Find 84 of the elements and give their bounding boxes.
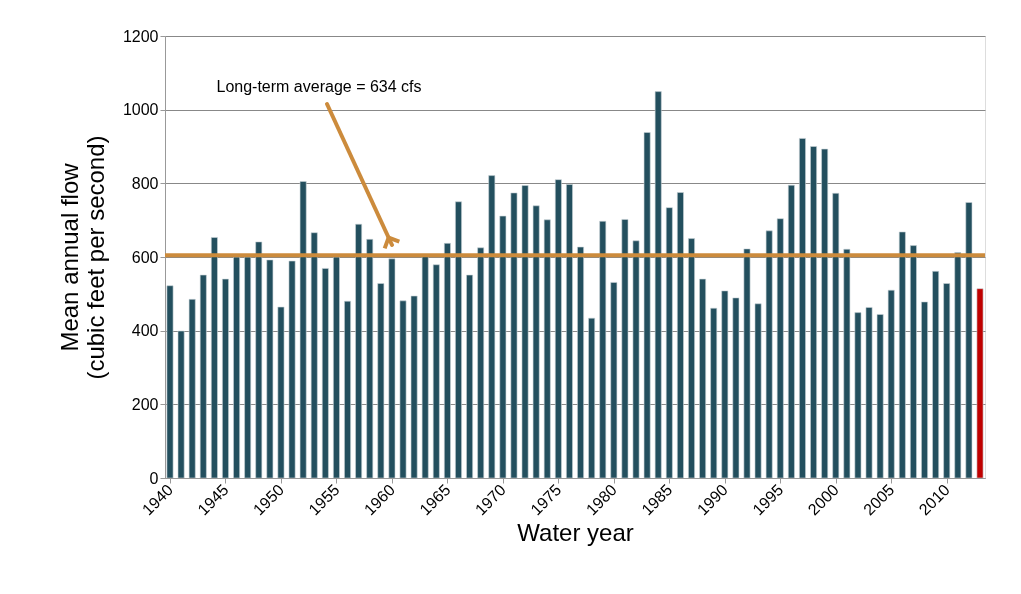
bar	[432, 264, 440, 478]
bar	[932, 271, 940, 478]
bar	[710, 307, 718, 478]
bar	[255, 241, 263, 478]
bar	[277, 306, 285, 478]
bar	[377, 283, 385, 478]
bar	[233, 256, 240, 478]
y-tick-label: 1200	[122, 27, 159, 45]
bar	[399, 300, 407, 478]
bar	[632, 240, 640, 478]
bar	[521, 185, 529, 478]
bar	[954, 252, 962, 478]
bar	[621, 219, 629, 478]
bar	[344, 300, 351, 478]
bar	[199, 274, 207, 478]
bar	[754, 303, 762, 478]
bar	[333, 256, 340, 478]
bar	[177, 330, 185, 478]
y-tick-label: 400	[131, 322, 159, 340]
bar	[388, 258, 396, 478]
bar	[821, 148, 829, 478]
bar	[166, 285, 174, 478]
bar	[554, 179, 562, 478]
bar	[910, 245, 917, 478]
bar	[488, 175, 496, 478]
bar	[510, 192, 518, 478]
y-tick-label: 600	[131, 248, 159, 266]
bar	[854, 312, 862, 478]
bar	[577, 246, 584, 478]
bar	[876, 314, 884, 478]
bar	[677, 192, 684, 478]
bar	[222, 278, 229, 478]
bar	[444, 243, 451, 478]
bar	[299, 181, 307, 478]
bar	[410, 295, 418, 478]
bar	[466, 274, 473, 478]
bar	[366, 239, 374, 478]
bar	[887, 289, 895, 478]
bar	[355, 223, 363, 478]
bar	[965, 202, 973, 478]
bar	[610, 282, 618, 478]
bar	[776, 218, 784, 478]
bar	[543, 219, 551, 478]
bar	[976, 288, 984, 478]
bar	[588, 317, 596, 478]
bar	[210, 237, 218, 478]
y-axis-title: Mean annual flow (cubic feet per second)	[55, 135, 109, 380]
bar	[643, 132, 651, 478]
bar	[421, 255, 429, 478]
y-tick-label: 1000	[122, 101, 159, 119]
bar	[499, 215, 507, 478]
bar	[599, 220, 607, 478]
annotation: Long-term average = 634 cfs	[216, 78, 422, 95]
y-tick-label: 0	[149, 469, 159, 487]
bar	[843, 248, 851, 478]
bar	[732, 297, 740, 478]
bar	[310, 232, 318, 478]
bar	[765, 230, 773, 478]
y-tick-label: 800	[131, 174, 159, 192]
bar	[799, 138, 806, 478]
bar	[188, 299, 196, 478]
bar	[244, 256, 252, 478]
bar	[832, 192, 840, 478]
bar	[743, 248, 751, 478]
bar	[665, 207, 673, 478]
bar	[865, 307, 873, 478]
bar	[810, 146, 817, 478]
y-tick-label: 200	[131, 395, 159, 413]
bar	[943, 283, 951, 478]
bar	[288, 260, 296, 478]
bar	[654, 91, 662, 478]
bar	[532, 205, 540, 478]
bar	[477, 247, 485, 478]
bar	[721, 290, 729, 478]
x-axis-title: Water year	[517, 519, 634, 547]
bar	[921, 301, 928, 478]
bar	[898, 231, 906, 478]
bar	[321, 268, 329, 478]
bar	[787, 184, 795, 478]
bar	[688, 238, 695, 478]
bar	[455, 201, 462, 478]
bar	[699, 278, 706, 478]
bar	[266, 259, 274, 478]
bar	[566, 184, 573, 478]
